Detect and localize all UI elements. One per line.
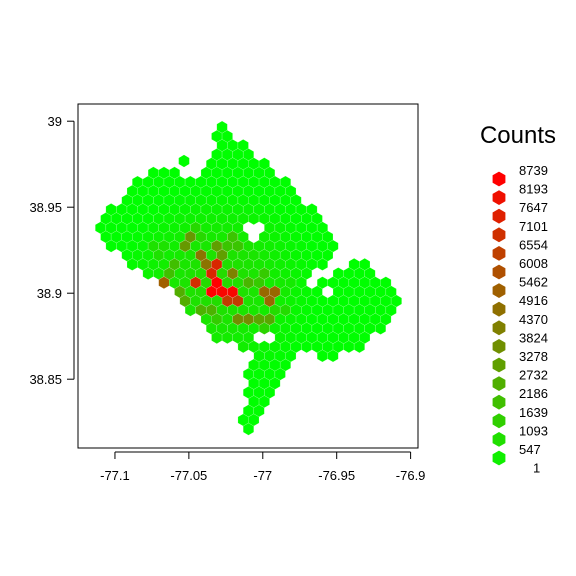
legend-swatch <box>492 450 506 466</box>
legend-swatch <box>492 413 506 429</box>
x-tick-label: -76.95 <box>318 468 355 483</box>
x-tick-label: -76.9 <box>396 468 426 483</box>
legend-label: 547 <box>519 442 541 457</box>
legend-label: 3824 <box>519 330 548 345</box>
hex-cell <box>316 258 328 271</box>
x-tick-label: -77.05 <box>170 468 207 483</box>
y-tick-label: 38.9 <box>37 286 62 301</box>
x-tick-label: -77.1 <box>100 468 130 483</box>
legend-label: 5462 <box>519 275 548 290</box>
y-tick-label: 39 <box>48 114 62 129</box>
hex-cell <box>178 154 190 168</box>
legend-swatch <box>492 301 506 317</box>
legend-swatch <box>492 283 506 298</box>
legend-label: 8739 <box>519 163 548 178</box>
legend-label: 7647 <box>519 200 548 215</box>
hex-cell <box>375 322 387 335</box>
legend-title: Counts <box>480 122 556 149</box>
legend-label: 6008 <box>519 256 548 271</box>
x-axis: -77.1 -77.05 -77 -76.95 -76.9 <box>100 451 426 483</box>
y-axis: 38.85 38.9 38.95 39 <box>29 114 75 387</box>
legend-label: 4916 <box>519 293 548 308</box>
x-tick-label: -77 <box>253 468 272 483</box>
legend-label: 4370 <box>519 312 548 327</box>
legend-items: 8739 8193 7647 7101 6554 6008 5462 4916 4370 3824… <box>492 163 548 476</box>
legend-label: 2186 <box>519 386 548 401</box>
legend-swatch <box>492 264 506 280</box>
legend-swatch <box>492 432 506 447</box>
legend-label: 1 <box>533 461 540 476</box>
legend-label: 7101 <box>519 219 548 234</box>
legend-swatch <box>492 208 506 224</box>
legend-swatch <box>492 394 506 410</box>
legend-swatch <box>492 320 506 336</box>
legend-swatch <box>492 190 506 205</box>
legend-swatch <box>492 376 506 391</box>
legend-label: 6554 <box>519 237 548 252</box>
legend-label: 1639 <box>519 405 548 420</box>
plot-area <box>95 120 402 436</box>
legend-swatch <box>492 357 506 373</box>
legend-swatch <box>492 339 506 354</box>
legend-swatch <box>492 171 506 187</box>
legend-label: 8193 <box>519 182 548 197</box>
legend-swatch <box>492 227 506 243</box>
legend: Counts 8739 8193 7647 7101 6554 6008 5462 4916 4… <box>480 122 556 476</box>
plot-border <box>77 103 419 449</box>
hex-cell <box>353 340 365 354</box>
legend-swatch <box>492 246 506 261</box>
y-tick-label: 38.95 <box>29 200 62 215</box>
hex-cell <box>242 422 255 436</box>
y-tick-label: 38.85 <box>29 372 62 387</box>
hex-cell <box>327 349 339 363</box>
legend-label: 1093 <box>519 423 548 438</box>
legend-label: 3278 <box>519 349 548 364</box>
legend-label: 2732 <box>519 368 548 383</box>
